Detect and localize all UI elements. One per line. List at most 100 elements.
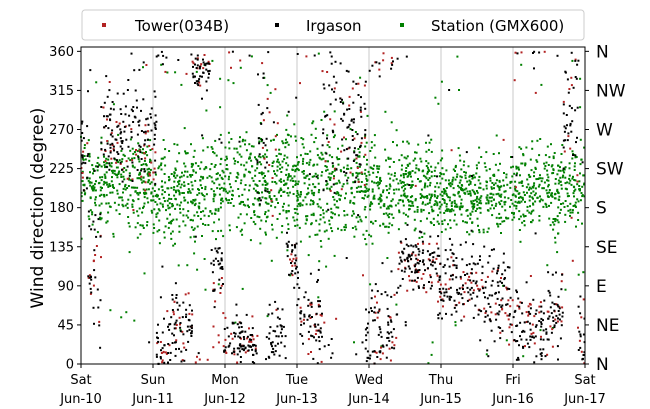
point-irgason (160, 349, 162, 352)
point-tower-034b (378, 68, 381, 71)
point-station-gmx600 (142, 227, 145, 229)
point-tower-034b (110, 132, 113, 135)
x-tick-label-date: Jun-13 (275, 392, 318, 407)
point-station-gmx600 (318, 189, 321, 191)
point-station-gmx600 (454, 166, 457, 169)
point-station-gmx600 (211, 180, 214, 183)
point-station-gmx600 (446, 209, 449, 212)
point-tower-034b (324, 160, 327, 163)
point-tower-034b (119, 162, 122, 165)
point-station-gmx600 (118, 170, 121, 173)
point-station-gmx600 (305, 175, 308, 178)
point-irgason (171, 294, 174, 296)
point-station-gmx600 (579, 172, 581, 175)
point-irgason (455, 304, 458, 307)
point-irgason (260, 122, 263, 125)
point-irgason (489, 318, 491, 321)
point-station-gmx600 (159, 164, 162, 167)
x-tick-label-day: Wed (355, 373, 383, 388)
point-station-gmx600 (228, 224, 231, 227)
point-station-gmx600 (349, 128, 352, 131)
point-station-gmx600 (527, 173, 530, 176)
point-station-gmx600 (301, 162, 304, 165)
point-station-gmx600 (578, 185, 581, 187)
point-irgason (549, 306, 552, 309)
point-tower-034b (191, 313, 194, 316)
point-irgason (521, 330, 524, 333)
point-station-gmx600 (302, 138, 305, 141)
point-irgason (438, 290, 441, 293)
point-station-gmx600 (218, 218, 220, 221)
point-irgason (313, 336, 315, 339)
point-irgason (261, 111, 264, 114)
point-irgason (552, 320, 555, 322)
point-station-gmx600 (515, 167, 518, 170)
point-station-gmx600 (191, 184, 194, 187)
point-station-gmx600 (287, 194, 290, 197)
point-irgason (482, 291, 485, 294)
point-station-gmx600 (417, 143, 420, 146)
point-tower-034b (429, 274, 432, 277)
point-station-gmx600 (495, 134, 498, 137)
point-station-gmx600 (572, 175, 574, 178)
point-irgason (92, 220, 95, 223)
point-irgason (391, 346, 393, 349)
point-irgason (497, 313, 500, 316)
point-station-gmx600 (206, 176, 209, 179)
point-station-gmx600 (160, 157, 163, 160)
point-irgason (256, 191, 259, 194)
point-irgason (453, 264, 456, 267)
point-station-gmx600 (127, 222, 130, 225)
point-irgason (93, 322, 95, 325)
point-station-gmx600 (418, 236, 421, 239)
point-station-gmx600 (213, 152, 216, 155)
point-station-gmx600 (308, 161, 311, 164)
point-station-gmx600 (500, 232, 502, 234)
point-station-gmx600 (174, 242, 176, 245)
point-station-gmx600 (530, 210, 533, 213)
point-tower-034b (261, 62, 264, 65)
point-station-gmx600 (530, 192, 533, 195)
point-station-gmx600 (128, 177, 131, 180)
point-irgason (415, 257, 418, 260)
point-station-gmx600 (326, 168, 329, 171)
point-station-gmx600 (261, 191, 263, 194)
point-station-gmx600 (215, 178, 218, 181)
point-tower-034b (182, 342, 185, 345)
point-station-gmx600 (407, 200, 410, 203)
point-irgason (144, 139, 147, 142)
point-station-gmx600 (409, 173, 412, 176)
point-station-gmx600 (425, 141, 427, 144)
point-station-gmx600 (179, 176, 181, 179)
point-irgason (528, 346, 531, 349)
point-station-gmx600 (283, 202, 285, 205)
point-irgason (264, 144, 267, 147)
point-tower-034b (305, 55, 308, 58)
point-station-gmx600 (400, 168, 403, 171)
point-station-gmx600 (326, 182, 329, 185)
point-irgason (321, 144, 324, 147)
point-irgason (215, 250, 218, 253)
point-tower-034b (525, 321, 528, 323)
point-irgason (389, 319, 392, 322)
point-irgason (399, 240, 402, 243)
point-station-gmx600 (287, 228, 290, 230)
x-axis-ticks: SatJun-10SunJun-11MonJun-12TueJun-13WedJ… (59, 364, 606, 407)
point-irgason (287, 110, 290, 113)
point-station-gmx600 (451, 180, 454, 183)
point-station-gmx600 (380, 195, 383, 197)
point-station-gmx600 (183, 162, 186, 165)
point-station-gmx600 (554, 241, 557, 244)
point-irgason (212, 289, 215, 292)
point-station-gmx600 (441, 198, 444, 200)
point-station-gmx600 (240, 163, 243, 166)
point-station-gmx600 (299, 204, 302, 207)
point-station-gmx600 (433, 224, 435, 226)
point-station-gmx600 (88, 218, 91, 221)
point-station-gmx600 (220, 176, 223, 179)
point-station-gmx600 (520, 200, 523, 203)
point-irgason (266, 190, 269, 193)
point-station-gmx600 (296, 212, 299, 215)
point-station-gmx600 (331, 165, 334, 168)
